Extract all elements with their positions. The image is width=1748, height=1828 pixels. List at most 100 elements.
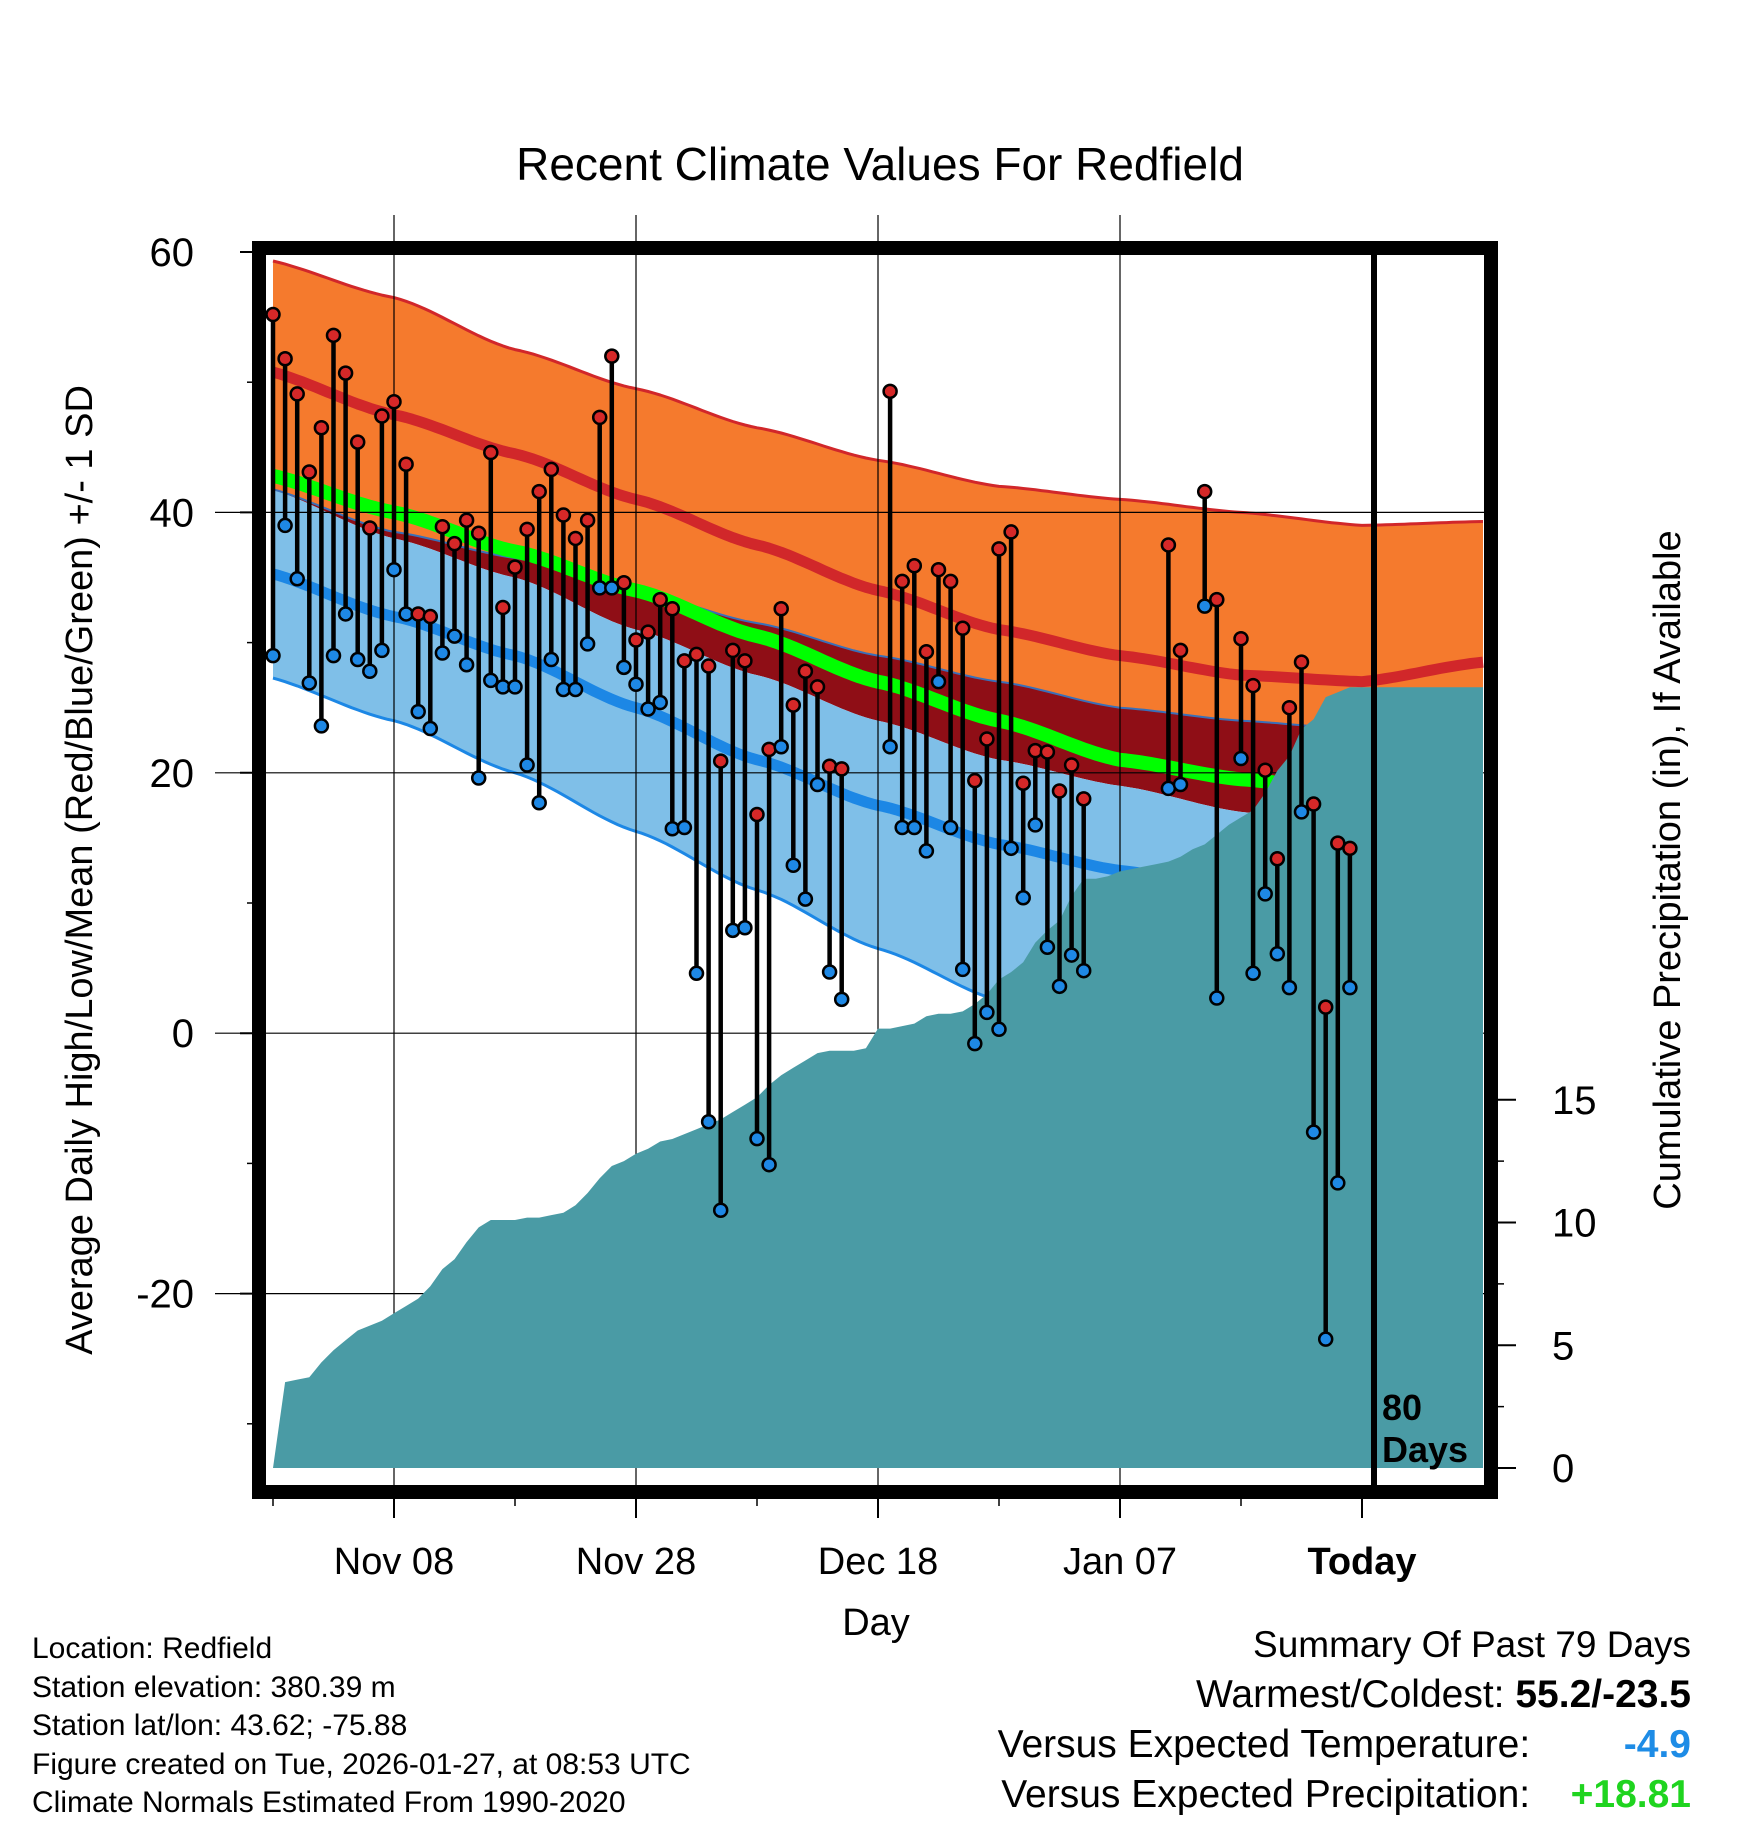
high-dot	[1196, 483, 1213, 500]
y2-tick-label: 10	[1552, 1202, 1597, 1246]
high-dot	[712, 753, 729, 769]
low-dot	[1342, 979, 1358, 996]
y2-tick-label: 5	[1552, 1324, 1574, 1368]
warmest-coldest-value: 55.2/-23.5	[1515, 1673, 1691, 1716]
low-dot	[1196, 598, 1213, 614]
x-tick-label: Jan 07	[1063, 1541, 1177, 1583]
high-dot	[773, 600, 789, 617]
low-dot	[942, 819, 959, 836]
high-dot	[1051, 783, 1068, 799]
high-dot	[446, 535, 463, 552]
high-dot	[991, 541, 1007, 557]
high-dot	[628, 632, 644, 648]
low-dot	[1257, 886, 1273, 902]
high-dot	[591, 409, 608, 426]
daily-range-stems	[270, 314, 1353, 1340]
low-dot	[967, 1035, 983, 1052]
low-dot	[1027, 817, 1044, 833]
high-dot	[652, 591, 668, 608]
high-dot	[386, 393, 402, 410]
low-dot	[761, 1156, 777, 1173]
x-tick-label: Nov 28	[576, 1541, 696, 1583]
high-dot	[894, 573, 910, 590]
low-dot	[386, 561, 402, 578]
low-dot	[785, 857, 802, 873]
low-dot	[616, 659, 632, 676]
high-dot	[906, 558, 923, 574]
low-dot	[700, 1113, 717, 1130]
high-dot	[301, 464, 318, 480]
low-dot	[749, 1130, 765, 1147]
temp-anomaly-value: -4.9	[1623, 1723, 1691, 1766]
high-dot	[1317, 999, 1334, 1015]
low-dot	[422, 720, 439, 737]
high-dot	[700, 658, 717, 674]
low-dot	[725, 922, 741, 939]
y-tick-label: 40	[150, 491, 195, 535]
high-dot	[483, 444, 499, 461]
low-dot	[1317, 1331, 1334, 1347]
low-dot	[712, 1202, 729, 1219]
high-dot	[1269, 850, 1286, 867]
low-dot	[313, 718, 330, 734]
low-dot	[1051, 978, 1068, 995]
y-tick-label: 60	[150, 231, 195, 275]
location-text: Location: Redfield	[32, 1632, 273, 1665]
precip-area-group	[273, 687, 1483, 1468]
low-dot	[1330, 1175, 1346, 1191]
low-dot	[737, 919, 753, 936]
y-axis-label: Average Daily High/Low/Mean (Red/Blue/Gr…	[59, 385, 101, 1355]
low-dot	[1233, 750, 1249, 767]
high-dot	[434, 518, 451, 535]
plot-frame	[252, 241, 1498, 1499]
high-dot	[579, 512, 596, 528]
summary-title: Summary Of Past 79 Days	[1253, 1624, 1691, 1665]
cumulative-precip-area	[273, 687, 1483, 1468]
low-dot	[1172, 776, 1189, 793]
high-dot	[567, 530, 584, 547]
high-dot	[555, 507, 572, 523]
low-dot	[1245, 965, 1261, 982]
high-dot	[458, 512, 475, 528]
high-dot	[785, 697, 802, 713]
today-days-count: 80	[1382, 1387, 1422, 1428]
low-dot	[1063, 947, 1080, 963]
high-dot	[1063, 757, 1080, 773]
high-dot	[1209, 591, 1225, 608]
precip-anomaly-row: Versus Expected Precipitation: +18.81	[998, 1770, 1691, 1820]
low-dot	[797, 891, 814, 907]
low-dot	[821, 964, 838, 980]
low-dot	[1039, 939, 1056, 956]
x-tick-label: Dec 18	[818, 1541, 938, 1583]
high-dot	[616, 574, 632, 591]
chart-title: Recent Climate Values For Redfield	[516, 138, 1244, 190]
low-dot	[470, 770, 487, 786]
high-dot	[1257, 762, 1273, 778]
low-dot	[265, 647, 281, 664]
y2-tick-label: 15	[1552, 1079, 1597, 1123]
high-dot	[979, 731, 995, 747]
low-dot	[446, 628, 463, 644]
today-days-label: Days	[1382, 1429, 1468, 1470]
high-dot	[325, 327, 342, 344]
high-dot	[930, 561, 947, 578]
high-dot	[967, 772, 983, 789]
low-dot	[906, 819, 923, 836]
low-dot	[277, 517, 293, 534]
high-dot	[833, 761, 850, 777]
low-dot	[458, 656, 475, 673]
low-dot	[483, 672, 499, 689]
low-dot	[531, 794, 547, 811]
precip-anomaly-label: Versus Expected Precipitation:	[1001, 1773, 1531, 1816]
temp-anomaly-label: Versus Expected Temperature:	[997, 1723, 1531, 1766]
low-dot	[434, 645, 451, 661]
high-dot	[1160, 537, 1177, 553]
high-dot	[809, 679, 826, 695]
station-info: Location: Redfield Station elevation: 38…	[32, 1630, 691, 1823]
low-dot	[543, 651, 560, 668]
x-tick-label: Nov 08	[334, 1541, 454, 1583]
low-dot	[567, 681, 584, 698]
high-dot	[398, 456, 414, 472]
high-dot	[797, 663, 814, 679]
low-dot	[676, 819, 693, 836]
